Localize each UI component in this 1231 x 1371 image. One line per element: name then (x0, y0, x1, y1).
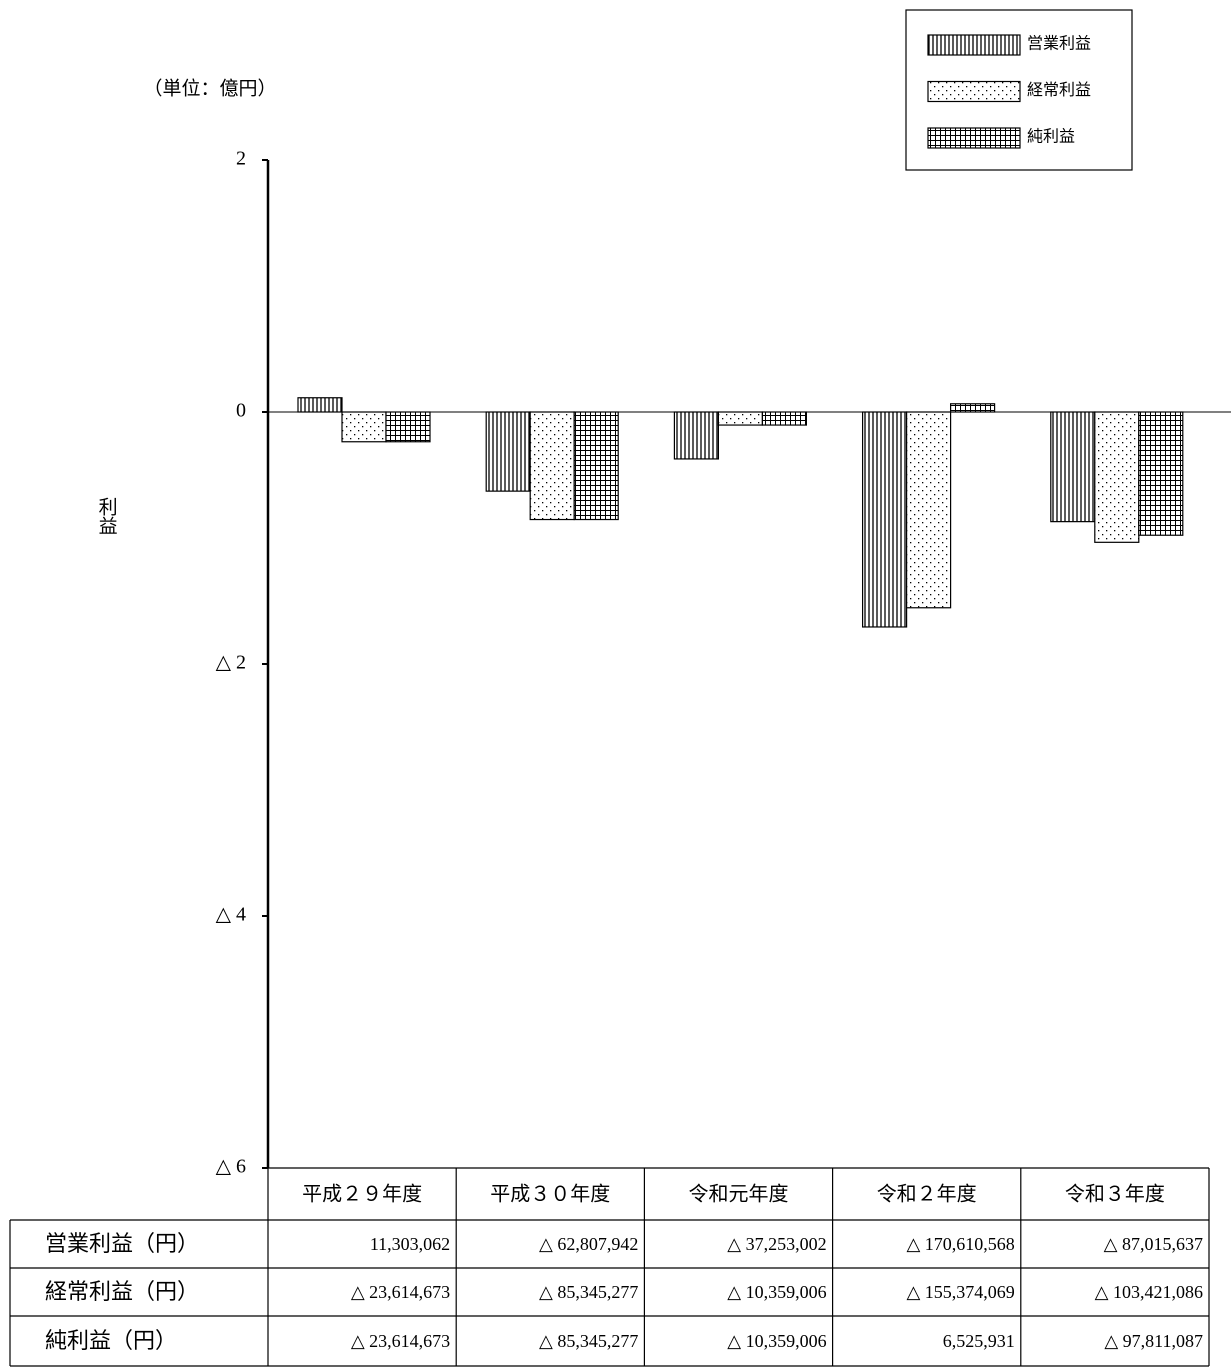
y-tick-label: △ 2 (216, 652, 246, 674)
bar (341, 411, 387, 443)
bar (485, 411, 531, 492)
bar (529, 411, 575, 521)
y-tick-label: 2 (236, 148, 246, 170)
table-value: △ 10,359,006 (727, 1331, 826, 1351)
row-label: 純利益（円） (45, 1328, 177, 1353)
table-value: △ 87,015,637 (1104, 1234, 1203, 1254)
bar (573, 411, 619, 521)
table-value: △ 103,421,086 (1095, 1282, 1203, 1302)
table-value: △ 170,610,568 (906, 1234, 1014, 1254)
y-tick-label: △ 4 (216, 904, 246, 926)
row-label: 経常利益（円） (45, 1279, 199, 1304)
row-label: 営業利益（円） (45, 1231, 199, 1256)
table-value: △ 23,614,673 (351, 1282, 450, 1302)
bar (1094, 411, 1140, 543)
legend-label: 経常利益 (1027, 81, 1091, 99)
bar (761, 411, 808, 426)
table-value: △ 23,614,673 (351, 1331, 450, 1351)
x-tick-label: 平成２９年度 (302, 1183, 422, 1206)
bar (861, 411, 908, 628)
legend-swatch (927, 80, 1021, 103)
bar (673, 411, 720, 460)
x-tick-label: 令和３年度 (1065, 1183, 1165, 1206)
x-tick-label: 平成３０年度 (490, 1183, 610, 1206)
legend-swatch (927, 34, 1021, 56)
legend-swatch (927, 127, 1021, 149)
bar (905, 411, 952, 609)
bar (1050, 411, 1096, 523)
table-value: 6,525,931 (943, 1331, 1015, 1351)
x-tick-label: 令和２年度 (877, 1183, 977, 1206)
bar (1138, 411, 1184, 536)
y-tick-label: 0 (236, 400, 246, 422)
table-value: △ 37,253,002 (727, 1234, 826, 1254)
y-axis-label: 利益 (96, 497, 118, 535)
table-value: 11,303,062 (370, 1234, 450, 1254)
bar (297, 397, 343, 413)
bar (385, 411, 431, 443)
table-value: △ 97,811,087 (1104, 1331, 1203, 1351)
unit-label: （単位：億円） (143, 77, 276, 99)
bar (717, 411, 764, 426)
x-tick-label: 令和元年度 (689, 1183, 789, 1206)
table-value: △ 10,359,006 (727, 1282, 826, 1302)
bar (949, 403, 996, 413)
y-tick-label: △ 6 (216, 1156, 246, 1178)
table-value: △ 62,807,942 (539, 1234, 638, 1254)
table-value: △ 85,345,277 (539, 1331, 638, 1351)
legend-label: 営業利益 (1027, 35, 1091, 53)
table-value: △ 155,374,069 (906, 1282, 1014, 1302)
table-value: △ 85,345,277 (539, 1282, 638, 1302)
legend-label: 純利益 (1027, 128, 1075, 146)
